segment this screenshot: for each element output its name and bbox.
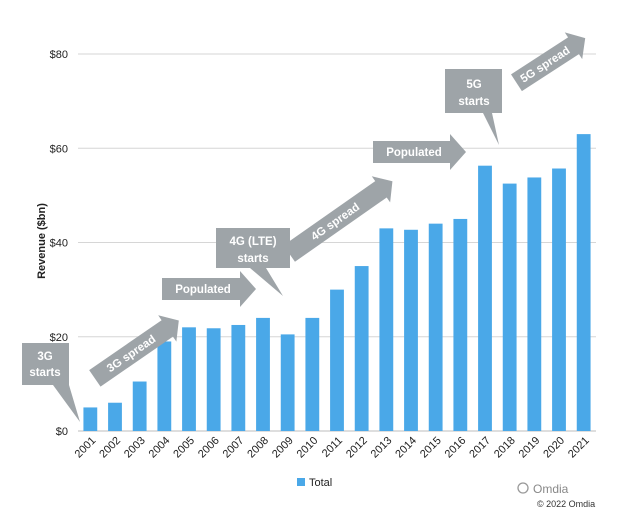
omdia-logo-icon (517, 482, 529, 494)
bar-2007 (231, 324, 246, 431)
annotation-3g-spread: 3G spread (89, 315, 179, 387)
x-tick-label-2016: 2016 (443, 435, 469, 461)
legend-swatch-total (297, 478, 305, 486)
bar-2006 (206, 328, 221, 431)
bar-2001 (83, 407, 98, 431)
bar-2017 (478, 165, 492, 431)
x-tick-label-2002: 2002 (97, 435, 123, 461)
bar-2018 (502, 183, 517, 431)
x-tick-label-2003: 2003 (122, 435, 148, 461)
bar-2002 (108, 402, 122, 431)
annotation-5g-starts-line1: 5G (466, 79, 481, 91)
annotation-populated-1: Populated (162, 271, 256, 307)
x-tick-label-2005: 2005 (171, 435, 197, 461)
x-tick-label-2014: 2014 (393, 435, 419, 461)
bar-2021 (576, 134, 591, 432)
omdia-watermark: Omdia © 2022 Omdia (517, 482, 595, 509)
x-tick-label-2015: 2015 (418, 435, 444, 461)
x-tick-label-2017: 2017 (467, 435, 493, 461)
x-tick-label-2009: 2009 (270, 435, 296, 461)
x-tick-label-2012: 2012 (344, 435, 370, 461)
x-tick-label-2018: 2018 (492, 435, 518, 461)
x-tick-label-2019: 2019 (517, 435, 543, 461)
bar-2008 (256, 317, 270, 431)
annotation-5g-spread: 5G spread (511, 32, 586, 92)
annotation-4g-starts: 4G (LTE) starts (216, 228, 290, 296)
y-tick-label: $40 (50, 238, 68, 250)
y-tick-label: $20 (50, 332, 68, 344)
x-axis-ticks: 2001200220032004200520062007200820092010… (73, 435, 592, 461)
x-tick-label-2011: 2011 (320, 435, 345, 460)
annotation-populated-2: Populated (373, 134, 466, 170)
annotation-3g-starts-line2: starts (29, 367, 60, 379)
x-tick-label-2001: 2001 (73, 435, 99, 461)
x-tick-label-2007: 2007 (221, 435, 247, 461)
y-tick-label: $60 (50, 143, 68, 155)
x-tick-label-2008: 2008 (245, 435, 271, 461)
annotation-3g-starts: 3G starts (22, 343, 80, 422)
x-tick-label-2006: 2006 (196, 435, 222, 461)
bar-2005 (182, 327, 196, 431)
bar-2010 (305, 317, 320, 431)
y-tick-label: $0 (56, 426, 68, 438)
bar-2012 (354, 266, 369, 431)
x-tick-label-2004: 2004 (147, 435, 173, 461)
bar-2009 (280, 334, 295, 431)
annotation-populated-2-label: Populated (386, 147, 442, 159)
annotation-5g-starts: 5G starts (445, 69, 502, 145)
x-tick-label-2010: 2010 (295, 435, 321, 461)
copyright-text: © 2022 Omdia (537, 499, 595, 509)
legend: Total (297, 477, 332, 489)
bar-2020 (552, 168, 566, 432)
bar-2019 (527, 177, 542, 431)
annotation-4g-starts-line2: starts (237, 253, 268, 265)
annotation-populated-1-label: Populated (175, 284, 231, 296)
bar-2004 (157, 341, 172, 431)
x-tick-label-2020: 2020 (541, 435, 567, 461)
annotation-5g-starts-line2: starts (458, 96, 489, 108)
bars (83, 134, 591, 432)
omdia-logo-text: Omdia (533, 482, 569, 496)
y-tick-label: $80 (50, 49, 68, 61)
y-axis-ticks: $0 $20 $40 $60 $80 (50, 49, 68, 438)
y-axis-title: Revenue ($bn) (36, 203, 48, 279)
bar-2013 (379, 228, 394, 431)
annotation-3g-starts-line1: 3G (37, 351, 52, 363)
bar-2003 (132, 381, 147, 431)
bar-2015 (428, 223, 443, 431)
legend-label-total: Total (309, 477, 332, 489)
bar-2016 (453, 218, 468, 431)
x-tick-label-2021: 2021 (566, 435, 592, 461)
bar-2011 (330, 289, 344, 431)
x-tick-label-2013: 2013 (369, 435, 395, 461)
annotation-4g-starts-line1: 4G (LTE) (229, 236, 276, 248)
bar-2014 (404, 229, 418, 431)
